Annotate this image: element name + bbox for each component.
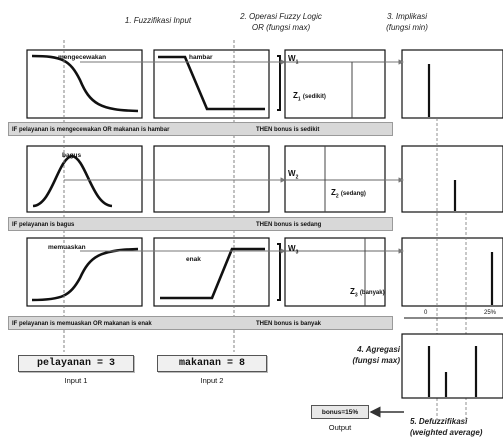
row1-pelayanan-curve [31,54,139,113]
row3-bracket [277,243,281,301]
output-caption: Output [328,423,352,432]
input2-caption: Input 2 [200,376,224,385]
rule-1-if: IF pelayanan is mengecewakan OR makanan … [12,127,170,133]
row1-bracket [277,55,281,111]
row1-operator-box [284,49,386,119]
row1-pelayanan-mf-box [26,49,143,119]
row2-makanan-mf-box [153,145,270,213]
row2-weight-label: W2 [288,169,299,181]
row3-makanan-mf-label: enak [186,256,201,263]
header-operasi-line1: 2. Operasi Fuzzy Logic [240,12,322,21]
row3-pelayanan-mf-label: memuaskan [48,244,86,251]
row2-pelayanan-mf-box [26,145,143,213]
rule-3-if: IF pelayanan is memuaskan OR makanan is … [12,321,152,327]
row3-operator-box [284,237,386,307]
rule-2-bar: IF pelayanan is bagus THEN bonus is seda… [8,217,393,231]
input2-box: makanan = 8 [157,355,267,372]
row3-makanan-curve [160,247,265,300]
row1-makanan-mf-box [153,49,270,119]
row2-pelayanan-mf-label: bagus [62,152,82,159]
header-implikasi-line2: (fungsi min) [386,23,428,32]
row2-output-z-label: Z2 (sedang) [331,188,366,200]
row2-pelayanan-curve [32,154,113,208]
row2-implication-box [401,145,503,213]
rule-1-bar: IF pelayanan is mengecewakan OR makanan … [8,122,393,136]
row1-makanan-mf-label: hambar [189,54,213,61]
row1-weight-label: W1 [288,54,299,66]
input1-caption: Input 1 [64,376,88,385]
row1-pelayanan-mf-label: mengecewakan [58,54,107,61]
rule-3-bar: IF pelayanan is memuaskan OR makanan is … [8,316,393,330]
rule-1-then: THEN bonus is sedikit [256,127,320,133]
header-fuzzifikasi: 1. Fuzzifikasi Input [124,16,192,25]
header-operasi-line2: OR (fungsi max) [251,23,311,32]
defuzzifikasi-line1: 5. Defuzzifikasi [410,417,468,426]
row3-weight-label: W3 [288,244,299,256]
defuzzifikasi-line2: (weighted average) [410,428,483,437]
row3-output-z-label: Z3 (banyak) [350,287,385,299]
axis-tick-zero: 0 [424,310,428,316]
axis-tick-mid: 25% [484,310,497,316]
aggregation-box [401,333,503,399]
agregasi-line2: (fungsi max) [352,356,400,365]
header-implikasi-line1: 3. Implikasi [386,12,427,21]
agregasi-line1: 4. Agregasi [357,345,400,354]
input1-box: pelayanan = 3 [18,355,134,372]
output-box: bonus=15% [311,405,369,419]
row2-operator-box [284,145,386,213]
row3-implication-box [401,237,503,307]
row1-output-z-label: Z1 (sedikit) [293,91,326,103]
row1-makanan-curve [158,55,265,111]
row1-implication-box [401,49,503,119]
rule-2-then: THEN bonus is sedang [256,222,322,228]
rule-2-if: IF pelayanan is bagus [12,222,75,228]
rule-3-then: THEN bonus is banyak [256,321,322,327]
